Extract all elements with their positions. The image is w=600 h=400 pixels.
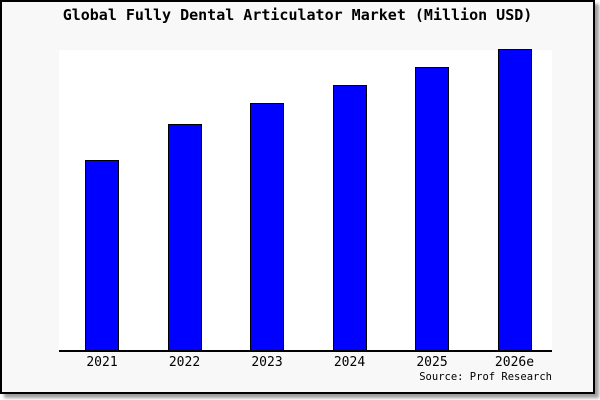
x-tick-label-2026e: 2026e (494, 355, 535, 370)
bar-2021 (85, 160, 119, 350)
x-tick-label-2023: 2023 (251, 355, 283, 370)
chart-title: Global Fully Dental Articulator Market (… (62, 6, 533, 24)
source-credit: Source: Prof Research (419, 371, 552, 383)
x-tick-label-2022: 2022 (168, 355, 201, 370)
chart-frame: Global Fully Dental Articulator Market (… (0, 0, 595, 394)
x-tick-label-2024: 2024 (333, 355, 366, 370)
bar-2025 (415, 67, 449, 350)
bar-2024 (332, 85, 367, 350)
bar-2023 (250, 103, 284, 350)
x-tick-label-2025: 2025 (416, 355, 448, 370)
bar-2026e (497, 49, 532, 350)
x-tick-label-2021: 2021 (86, 355, 118, 370)
bar-2022 (167, 124, 202, 350)
plot-area (59, 49, 552, 352)
